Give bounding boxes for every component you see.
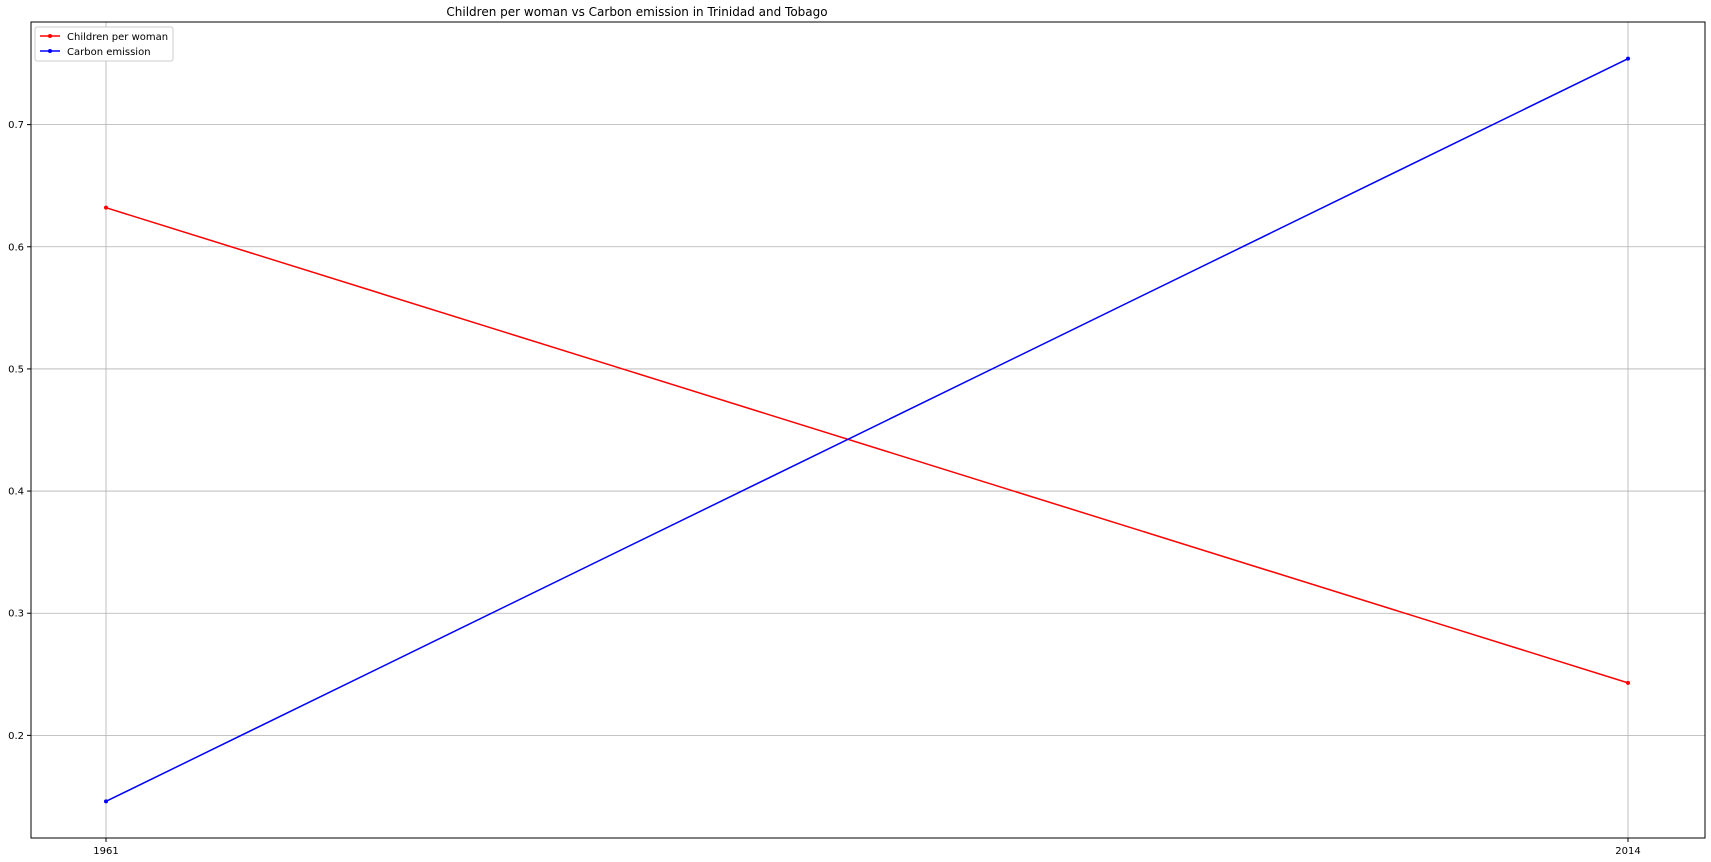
series-line-carbon-emission (105, 57, 1629, 803)
x-tick-label: 1961 (93, 846, 118, 857)
data-point-carbon-emission (104, 799, 108, 804)
series-line-children-per-woman (105, 206, 1629, 684)
data-point-carbon-emission (1626, 56, 1630, 61)
y-tick-label: 0.7 (8, 120, 24, 131)
chart-title: Children per woman vs Carbon emission in… (446, 5, 827, 19)
plot-frame (30, 21, 1706, 839)
legend-label-children-per-woman: Children per woman (67, 32, 168, 43)
legend-label-carbon-emission: Carbon emission (67, 47, 151, 58)
legend: Children per woman Carbon emission (34, 26, 174, 62)
data-point-children-per-woman (1626, 680, 1630, 685)
y-tick-label: 0.3 (8, 609, 24, 620)
y-tick-label: 0.4 (8, 487, 24, 498)
y-tick-label: 0.6 (8, 242, 24, 253)
grid (31, 22, 1705, 838)
y-tick-label: 0.5 (8, 364, 24, 375)
x-tick-label: 2014 (1615, 846, 1640, 857)
data-point-children-per-woman (104, 205, 108, 210)
legend-marker-children-per-woman (48, 34, 52, 38)
series-layer (104, 56, 1630, 804)
axis-ticks: 0.2 0.3 0.4 0.5 0.6 0.7 1961 2014 (8, 120, 1641, 857)
legend-box (34, 26, 174, 62)
y-tick-label: 0.2 (8, 731, 24, 742)
legend-marker-carbon-emission (48, 49, 52, 53)
